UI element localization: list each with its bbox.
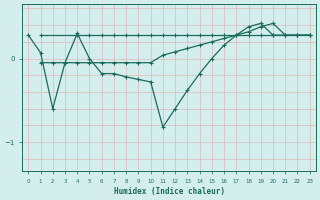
- X-axis label: Humidex (Indice chaleur): Humidex (Indice chaleur): [114, 187, 225, 196]
